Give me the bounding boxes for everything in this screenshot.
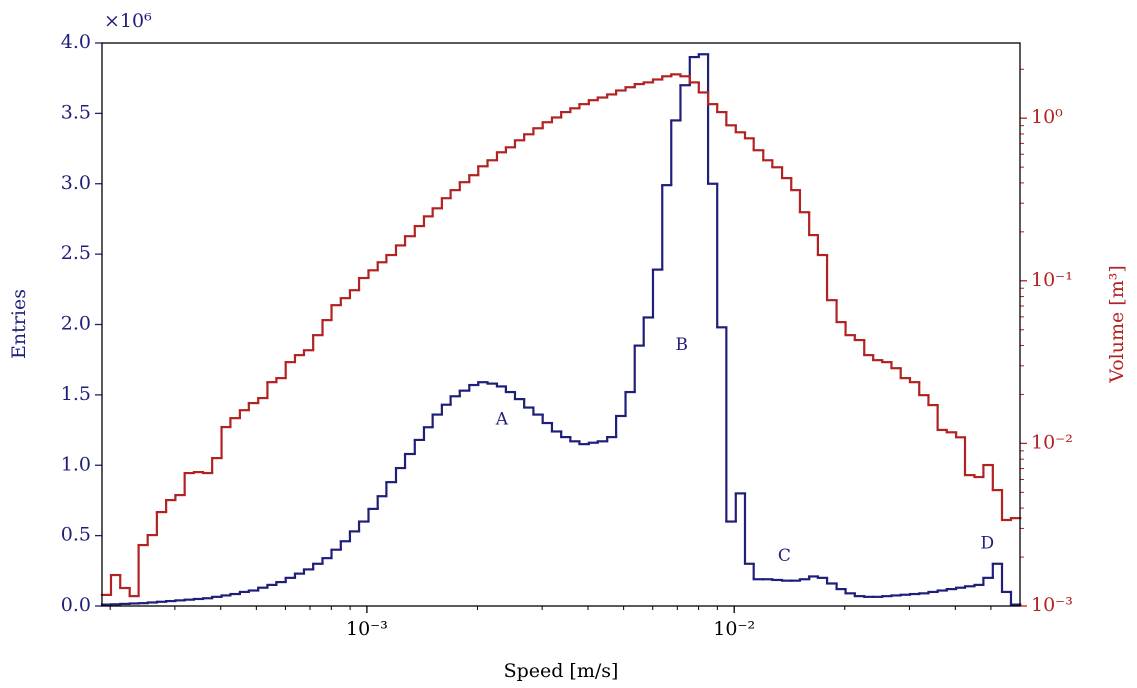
x-tick-label: 10⁻³	[346, 618, 388, 640]
y2-tick-label: 10⁻³	[1031, 594, 1073, 616]
y2-tick-label: 10⁻²	[1031, 431, 1073, 453]
annotation: B	[676, 335, 689, 355]
annotation: C	[778, 546, 791, 566]
y-multiplier: ×10⁶	[104, 10, 152, 32]
annotation: A	[495, 410, 509, 430]
x-axis-label: Speed [m/s]	[504, 660, 619, 682]
y-tick-label: 0.5	[61, 524, 91, 546]
y2-tick-label: 10⁻¹	[1031, 269, 1073, 291]
annotation: D	[981, 534, 995, 554]
y-tick-label: 1.5	[61, 383, 91, 405]
y2-tick-label: 10⁰	[1031, 106, 1063, 128]
plot-frame	[101, 42, 1021, 607]
y2-axis-label: Volume [m³]	[1106, 265, 1128, 384]
y-axis-label: Entries	[8, 289, 30, 359]
y-tick-label: 3.5	[61, 101, 91, 123]
y-tick-label: 4.0	[61, 31, 91, 53]
y-tick-label: 2.5	[61, 242, 91, 264]
y-tick-label: 2.0	[61, 313, 91, 335]
y-tick-label: 1.0	[61, 453, 91, 475]
y-tick-label: 0.0	[61, 594, 91, 616]
y-tick-label: 3.0	[61, 172, 91, 194]
x-tick-label: 10⁻²	[713, 618, 755, 640]
